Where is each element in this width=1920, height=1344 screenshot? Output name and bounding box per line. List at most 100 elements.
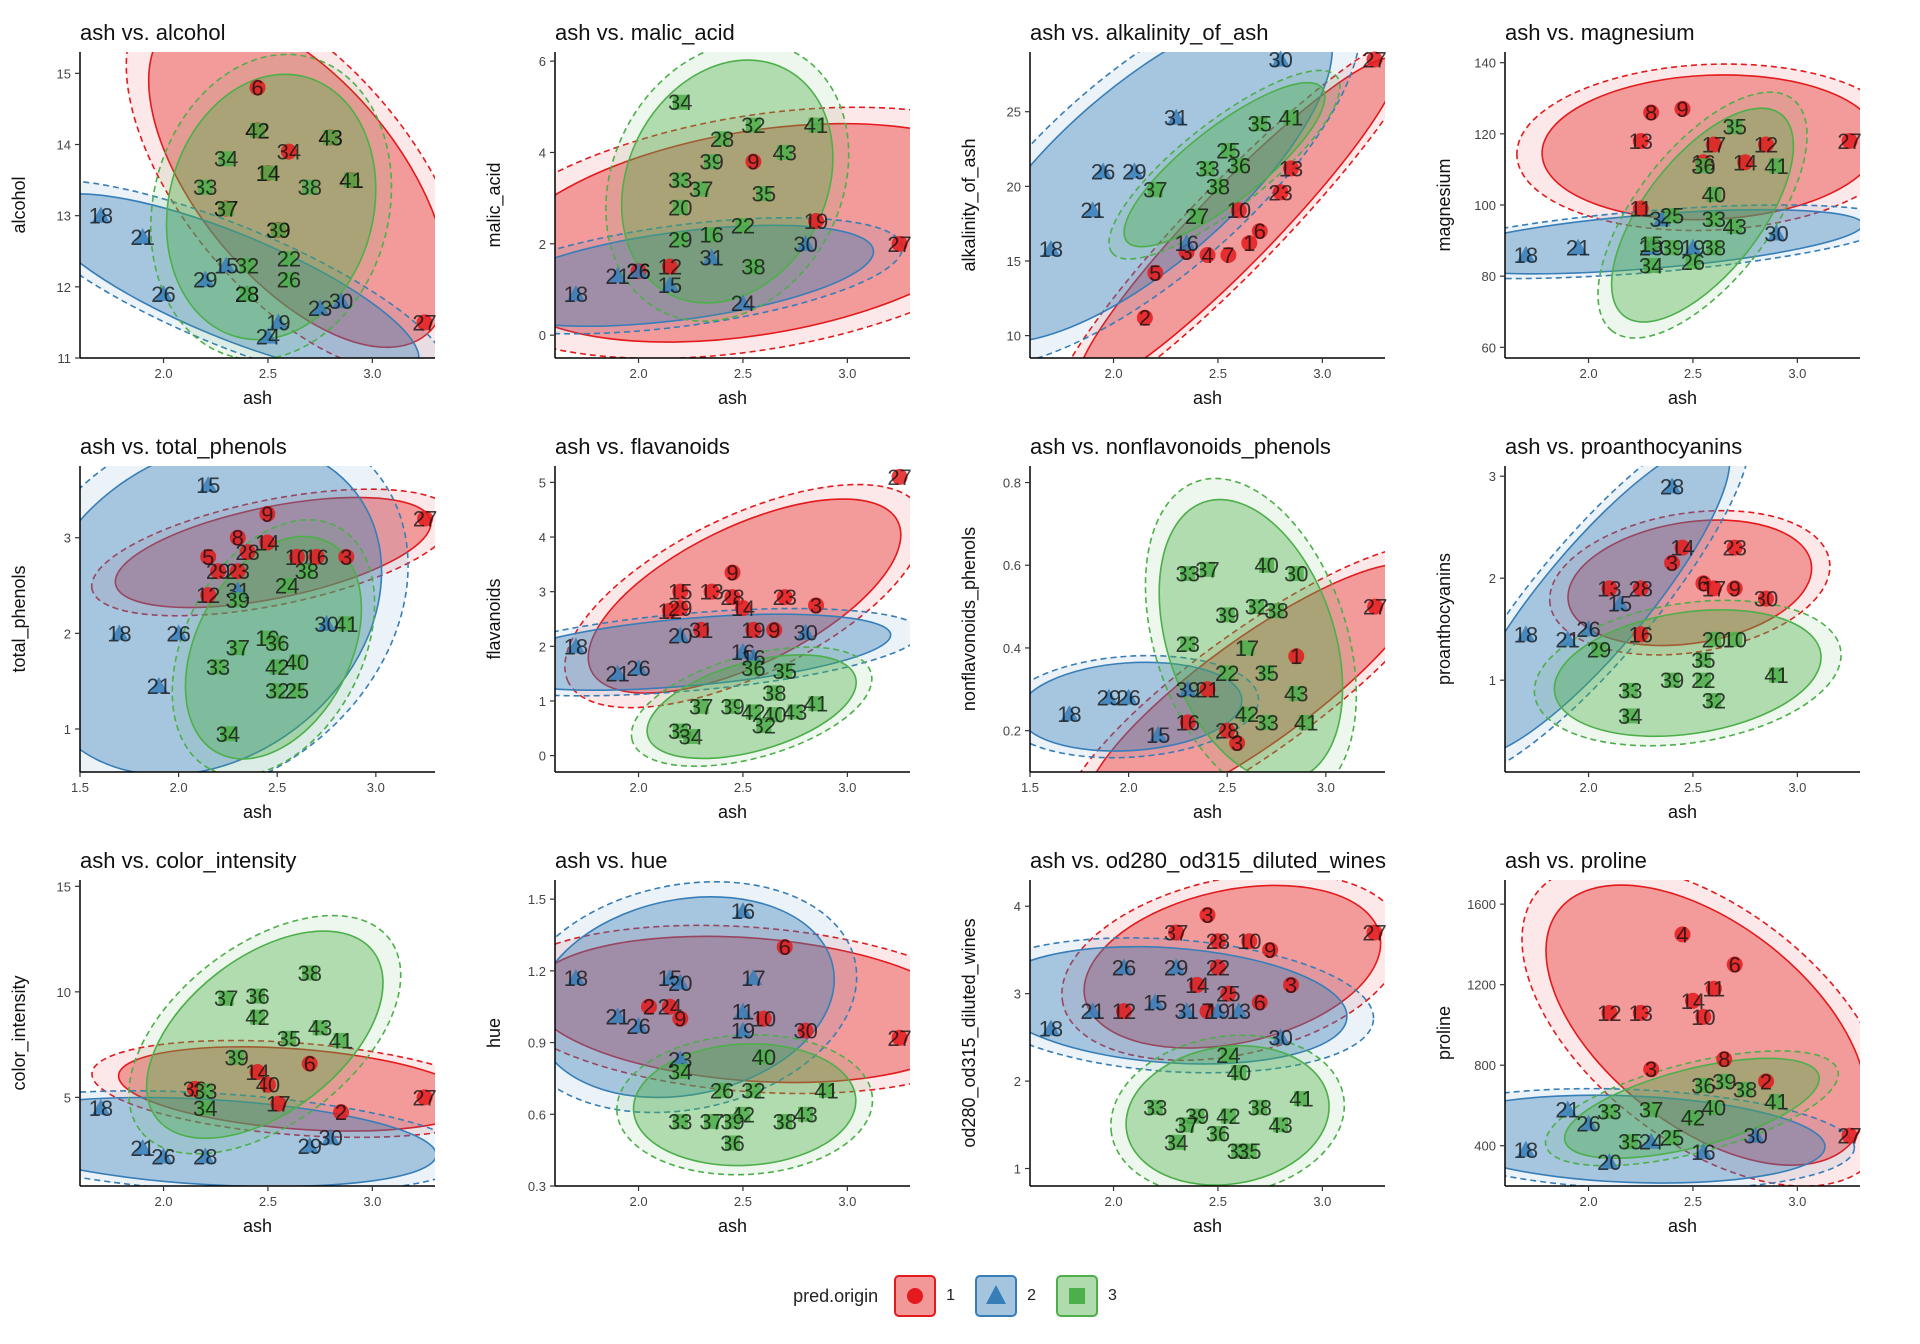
point-label: 6 xyxy=(251,76,263,101)
point-label: 37 xyxy=(699,1109,723,1134)
data-point-square xyxy=(756,186,772,202)
data-point-circle xyxy=(640,998,657,1015)
data-point-triangle xyxy=(1114,958,1133,975)
data-point-square xyxy=(343,172,359,188)
data-point-triangle xyxy=(196,270,215,287)
point-label: 4 xyxy=(1676,922,1688,947)
y-tick-label: 0.3 xyxy=(528,1179,546,1194)
data-point-circle xyxy=(1684,992,1701,1009)
data-point-square xyxy=(1664,240,1680,256)
point-label: 28 xyxy=(710,127,734,152)
chart-title: ash vs. nonflavonoids_phenols xyxy=(1030,434,1331,459)
data-point-triangle xyxy=(1579,620,1598,637)
data-point-triangle xyxy=(332,292,351,309)
data-point-triangle xyxy=(91,1098,110,1115)
data-point-square xyxy=(250,988,265,1004)
data-point-square xyxy=(1695,652,1711,668)
data-point-square xyxy=(269,683,285,699)
legend-label-3: 3 xyxy=(1107,1287,1117,1304)
point-label: 38 xyxy=(1247,1095,1271,1120)
point-label: 21 xyxy=(605,1004,629,1029)
point-label: 41 xyxy=(1279,106,1303,131)
point-label: 15 xyxy=(214,253,238,278)
point-label: 16 xyxy=(1174,231,1198,256)
point-label: 3 xyxy=(1666,551,1678,576)
data-point-circle xyxy=(1726,539,1743,556)
ellipse-layer xyxy=(1505,880,1860,1186)
data-point-triangle xyxy=(133,1139,152,1156)
point-label: 3 xyxy=(1231,731,1243,756)
data-point-triangle xyxy=(1558,1100,1577,1117)
point-label: 35 xyxy=(1247,112,1271,137)
point-label: 27 xyxy=(1185,204,1209,229)
data-point-circle xyxy=(200,587,217,604)
series-3-dashed-ellipse xyxy=(1533,599,1842,747)
series-1-ellipse xyxy=(147,52,435,349)
data-point-square xyxy=(1622,708,1638,724)
point-label: 10 xyxy=(1722,627,1746,652)
x-tick-label: 3.0 xyxy=(1788,366,1806,381)
facet-panel: ash vs. nonflavonoids_phenols 1 3 16 28 21 27 1… xyxy=(955,430,1405,830)
point-label: 10 xyxy=(1237,929,1261,954)
point-label: 14 xyxy=(1733,150,1757,175)
point-label: 34 xyxy=(1618,704,1642,729)
data-point-circle xyxy=(1632,1004,1649,1021)
y-tick-label: 3 xyxy=(539,585,546,600)
x-tick-label: 2.0 xyxy=(629,1194,647,1209)
facet-panel: ash vs. alkalinity_of_ash 2 5 3 4 7 1 6 23 13 10 27… xyxy=(955,16,1405,416)
y-tick-label: 15 xyxy=(57,66,71,81)
data-point-square xyxy=(218,990,234,1006)
point-label: 31 xyxy=(699,246,723,271)
data-point-circle xyxy=(891,468,908,485)
scatter-plot: ash vs. nonflavonoids_phenols 1 3 16 28 21 27 1… xyxy=(959,434,1387,822)
y-axis-label: magnesium xyxy=(1434,158,1454,251)
point-label: 23 xyxy=(772,585,796,610)
data-point-square xyxy=(1685,1110,1701,1126)
data-point-circle xyxy=(1283,160,1300,177)
data-point-square xyxy=(197,1100,213,1116)
data-point-circle xyxy=(745,153,762,170)
data-point-circle xyxy=(745,621,762,638)
point-label: 35 xyxy=(1618,1130,1642,1155)
data-point-circle xyxy=(1230,202,1247,219)
point-label: 27 xyxy=(1362,920,1386,945)
point-label: 29 xyxy=(1097,686,1121,711)
point-label: 19 xyxy=(741,618,765,643)
x-axis-label: ash xyxy=(718,802,747,822)
point-label: 30 xyxy=(793,621,817,646)
point-label: 14 xyxy=(1185,973,1209,998)
point-label: 11 xyxy=(1629,197,1652,222)
point-label: 9 xyxy=(1676,97,1688,122)
data-point-circle xyxy=(1251,994,1268,1011)
point-label: 26 xyxy=(1576,617,1600,642)
x-tick-label: 2.5 xyxy=(1684,366,1702,381)
y-axis-label: total_phenols xyxy=(9,565,30,672)
point-label: 13 xyxy=(1279,156,1303,181)
x-tick-label: 2.5 xyxy=(734,366,752,381)
data-point-square xyxy=(1189,208,1205,224)
x-tick-label: 2.5 xyxy=(259,366,277,381)
data-point-square xyxy=(787,704,803,720)
data-point-square xyxy=(1259,714,1275,730)
data-point-circle xyxy=(1643,1061,1660,1078)
point-label: 13 xyxy=(699,580,723,605)
point-label: 39 xyxy=(699,150,723,175)
scatter-plot: ash vs. od280_od315_diluted_wines 3 37 28 10… xyxy=(959,848,1387,1236)
legend-key-2: 2 xyxy=(975,1275,1036,1317)
data-point-triangle xyxy=(1569,238,1588,255)
y-tick-label: 1.5 xyxy=(528,892,546,907)
data-point-square xyxy=(279,578,295,594)
point-label: 37 xyxy=(226,636,250,661)
data-point-square xyxy=(218,151,234,167)
data-point-triangle xyxy=(608,664,627,681)
data-point-triangle xyxy=(608,266,627,283)
x-axis-label: ash xyxy=(718,1216,747,1236)
point-label: 29 xyxy=(1587,638,1611,663)
point-label: 26 xyxy=(626,259,650,284)
data-point-circle xyxy=(333,1104,350,1121)
series-2-ellipse xyxy=(555,896,836,1099)
